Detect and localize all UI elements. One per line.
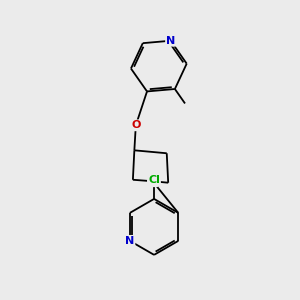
Text: N: N bbox=[125, 236, 134, 246]
Text: Cl: Cl bbox=[148, 175, 160, 185]
Text: O: O bbox=[131, 120, 140, 130]
Text: N: N bbox=[148, 176, 157, 186]
Text: N: N bbox=[166, 36, 175, 46]
